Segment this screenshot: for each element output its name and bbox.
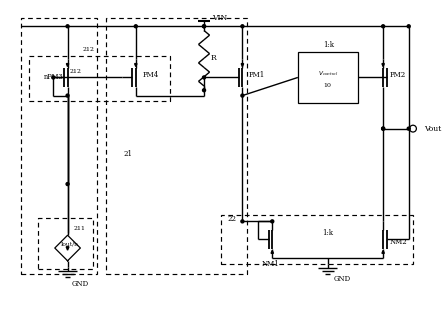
- Text: $V_{control}$: $V_{control}$: [317, 69, 338, 77]
- Text: PM2: PM2: [389, 71, 406, 79]
- Text: GND: GND: [72, 280, 89, 288]
- Polygon shape: [382, 250, 385, 254]
- Text: PM4: PM4: [142, 71, 159, 79]
- Circle shape: [135, 25, 137, 28]
- Polygon shape: [66, 247, 69, 250]
- Text: Vout: Vout: [424, 125, 441, 133]
- Text: R: R: [210, 54, 216, 62]
- Bar: [221, 215, 413, 264]
- Text: NM2: NM2: [389, 237, 407, 245]
- Circle shape: [202, 76, 206, 79]
- Circle shape: [407, 25, 410, 28]
- Circle shape: [407, 127, 410, 130]
- Text: Iout/n: Iout/n: [61, 241, 79, 246]
- Text: NM1: NM1: [261, 260, 279, 268]
- Circle shape: [202, 25, 206, 28]
- Circle shape: [382, 127, 385, 130]
- Circle shape: [202, 89, 206, 92]
- Circle shape: [66, 183, 69, 186]
- Text: PM1: PM1: [249, 71, 265, 79]
- Text: 10: 10: [324, 84, 332, 89]
- Circle shape: [52, 76, 55, 79]
- Text: GND: GND: [334, 275, 351, 283]
- Circle shape: [66, 25, 69, 28]
- Text: 21: 21: [123, 150, 132, 158]
- Text: 22: 22: [227, 215, 237, 223]
- Text: 212: 212: [70, 68, 82, 73]
- Bar: [106, 18, 247, 274]
- Polygon shape: [382, 63, 385, 66]
- Polygon shape: [241, 63, 244, 66]
- Bar: [38, 218, 93, 269]
- Polygon shape: [271, 250, 274, 254]
- Bar: [21, 18, 97, 274]
- Bar: [298, 52, 357, 103]
- Circle shape: [202, 25, 206, 28]
- Circle shape: [241, 94, 244, 97]
- Text: 212: 212: [83, 47, 95, 52]
- Polygon shape: [67, 63, 69, 66]
- Text: 1:k: 1:k: [323, 41, 334, 49]
- Circle shape: [241, 220, 244, 223]
- Text: VIN: VIN: [213, 14, 228, 22]
- Circle shape: [66, 94, 69, 97]
- Polygon shape: [135, 63, 137, 66]
- Text: nPM3: nPM3: [44, 73, 64, 81]
- Circle shape: [271, 220, 274, 223]
- Text: 211: 211: [74, 226, 86, 231]
- Text: 1:k: 1:k: [322, 229, 333, 237]
- Circle shape: [241, 25, 244, 28]
- Circle shape: [382, 25, 385, 28]
- Circle shape: [382, 127, 385, 130]
- Bar: [29, 56, 170, 101]
